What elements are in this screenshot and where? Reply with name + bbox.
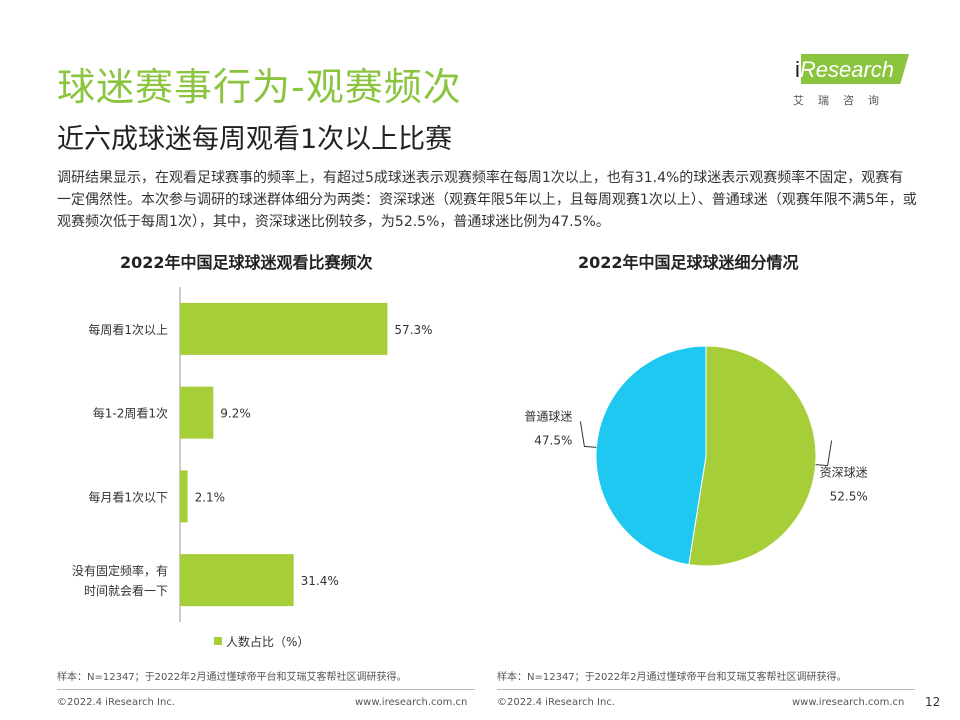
bar-chart: 57.3% 每周看1次以上 9.2% 每1-2周看1次 2.1% 每月看1次以下 31.4%… [72, 287, 433, 649]
bar-value-label-0: 57.3% [394, 323, 432, 337]
footer-copyright-right: ©2022.4 iResearch Inc. [497, 697, 615, 708]
sample-note-left: 样本：N=12347；于2022年2月通过懂球帝平台和艾瑞艾客帮社区调研获得。 [57, 672, 407, 683]
category-label-1: 每1-2周看1次 [93, 406, 168, 421]
bar-value-label-3: 31.4% [301, 574, 339, 588]
pie-chart-title: 2022年中国足球球迷细分情况 [578, 253, 799, 272]
pie-label-0: 资深球迷 [820, 466, 868, 480]
bar-2 [180, 470, 188, 523]
pie-value-label-0: 52.5% [830, 490, 868, 504]
bar-chart-title: 2022年中国足球球迷观看比赛频次 [120, 253, 373, 272]
category-label-3-line-1: 时间就会看一下 [84, 584, 168, 598]
footer-url-left[interactable]: www.iresearch.com.cn [355, 697, 468, 708]
logo-bar [801, 54, 909, 84]
page-number: 12 [925, 695, 941, 709]
pie-label-1: 普通球迷 [524, 409, 572, 423]
bar-1 [180, 386, 214, 439]
footer-url-right[interactable]: www.iresearch.com.cn [792, 697, 905, 708]
pie-value-label-1: 47.5% [534, 433, 572, 447]
pie-slice-1 [595, 345, 707, 566]
pie-leader-line-1 [579, 421, 597, 448]
bar-0 [180, 302, 388, 355]
sample-note-right: 样本：N=12347；于2022年2月通过懂球帝平台和艾瑞艾客帮社区调研获得。 [497, 672, 847, 683]
category-label-0: 每周看1次以上 [88, 322, 168, 337]
pie-leader-line-0 [815, 440, 833, 467]
legend-swatch [214, 637, 222, 645]
pie-slice-0 [688, 345, 817, 567]
bar-value-label-1: 9.2% [220, 407, 251, 421]
logo-cn-text: 艾瑞咨询 [793, 94, 893, 107]
footer-copyright-left: ©2022.4 iResearch Inc. [57, 697, 175, 708]
bar-3 [180, 554, 294, 607]
legend-label: 人数占比（%） [226, 634, 309, 649]
page-subtitle: 近六成球迷每周观看1次以上比赛 [57, 124, 453, 155]
category-label-3-line-0: 没有固定频率，有 [72, 563, 168, 578]
category-label-2: 每月看1次以下 [88, 489, 168, 504]
logo-wordmark: iResearch [795, 57, 895, 82]
pie-chart: 资深球迷 52.5% 普通球迷 47.5% [524, 345, 868, 567]
footer-divider-right [497, 689, 915, 690]
footer-divider-left [57, 689, 475, 690]
iresearch-logo: iResearch 艾瑞咨询 [793, 50, 913, 112]
page-title: 球迷赛事行为-观赛频次 [57, 65, 462, 109]
intro-paragraph: 调研结果显示，在观看足球赛事的频率上，有超过5成球迷表示观赛频率在每周1次以上，… [57, 170, 917, 230]
bar-value-label-2: 2.1% [195, 490, 226, 504]
